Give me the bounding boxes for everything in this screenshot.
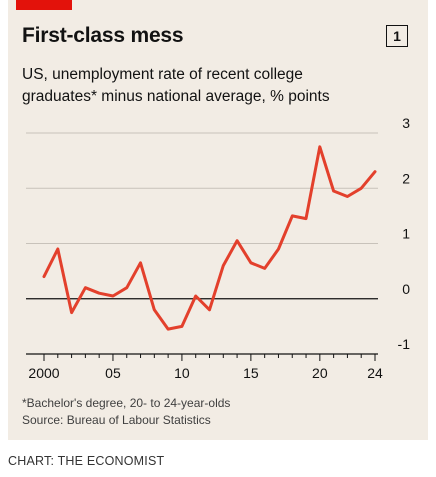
series-line xyxy=(42,145,377,331)
x-axis: 2000 05 10 15 20 24 xyxy=(26,353,383,381)
brand-red-tab xyxy=(16,0,72,10)
y-tick-label: 1 xyxy=(402,226,410,242)
y-tick-label: 2 xyxy=(402,170,410,186)
x-tick-label: 20 xyxy=(312,365,328,381)
chart-title: First-class mess xyxy=(22,24,184,47)
chart-panel xyxy=(8,0,428,440)
x-tick-label: 05 xyxy=(105,365,121,381)
series-lines xyxy=(42,145,377,331)
y-tick-label: 3 xyxy=(402,115,410,131)
chart-credit: CHART: THE ECONOMIST xyxy=(8,454,165,468)
x-tick-label: 24 xyxy=(367,365,383,381)
x-tick-label: 15 xyxy=(243,365,259,381)
footnote-block: *Bachelor's degree, 20- to 24-year-olds … xyxy=(22,395,230,429)
x-tick-label: 2000 xyxy=(28,365,59,381)
chart-number-badge: 1 xyxy=(386,25,408,47)
y-tick-label: 0 xyxy=(402,281,410,297)
footnote-definition: *Bachelor's degree, 20- to 24-year-olds xyxy=(22,396,231,410)
gridlines xyxy=(26,132,378,300)
chart-subtitle: US, unemployment rate of recent college … xyxy=(22,66,330,105)
x-tick-label: 10 xyxy=(174,365,190,381)
y-tick-label: -1 xyxy=(398,336,411,352)
source-note: Source: Bureau of Labour Statistics xyxy=(22,413,211,427)
y-tick-labels: 3 2 1 0 -1 xyxy=(398,115,411,352)
